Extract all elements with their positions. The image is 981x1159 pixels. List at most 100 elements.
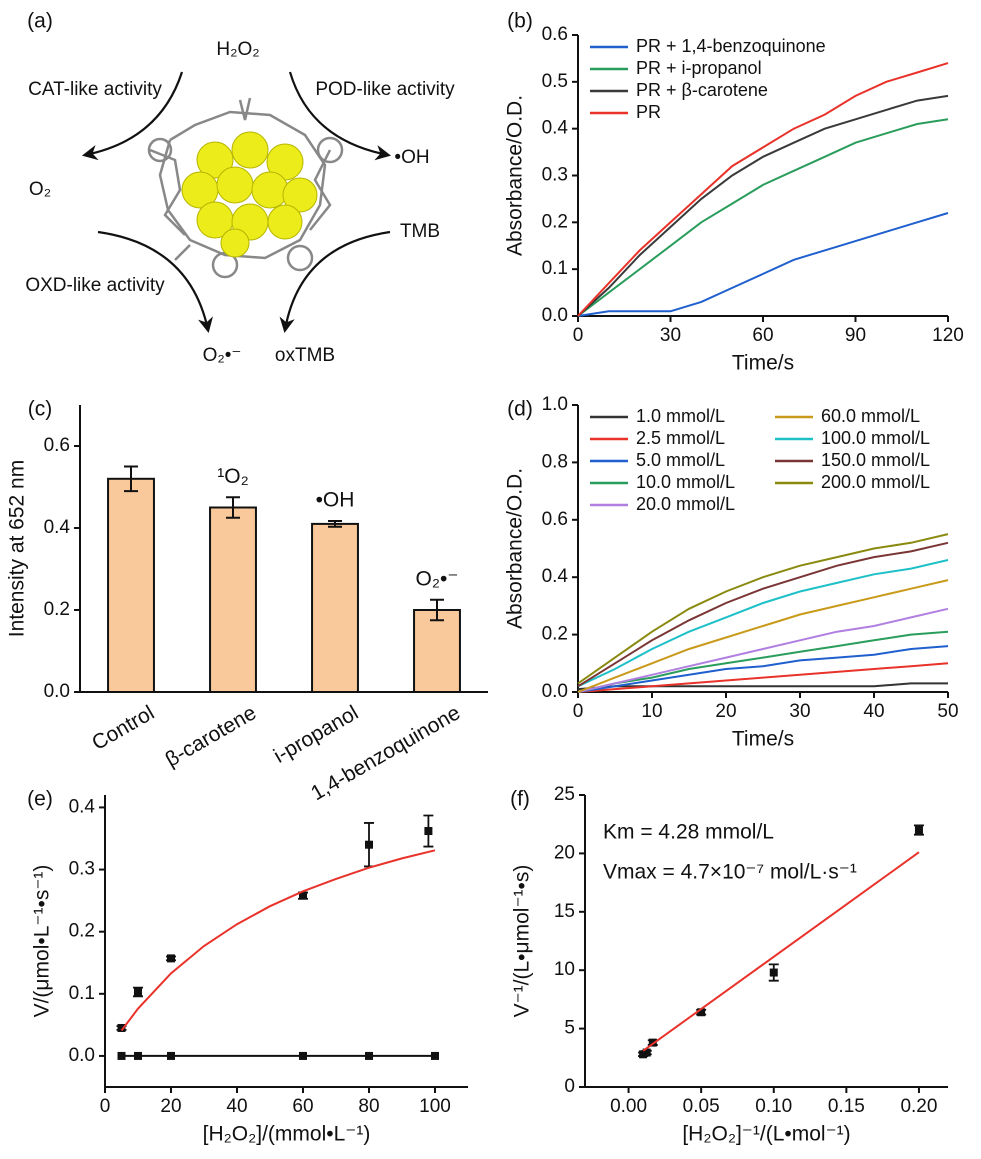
- arrow-label: CAT-like activity: [28, 79, 162, 100]
- bar-annotation: ¹O₂: [217, 465, 248, 488]
- node-label: O₂: [29, 179, 51, 200]
- nanocluster: [147, 97, 344, 279]
- data-line: [577, 607, 949, 693]
- data-point: [424, 827, 433, 836]
- y-tick-label: 0.3: [542, 165, 568, 186]
- y-tick-label: 0.2: [69, 921, 95, 942]
- legend-label: 60.0 mmol/L: [821, 406, 920, 426]
- data-point: [365, 1051, 373, 1060]
- chart: (e) 0.0 0.1 0.2 0.3 0.4 0 20 40 60 80 100 V/(μmol•L⁻…: [27, 788, 468, 1146]
- y-tick-label: 0.6: [542, 509, 568, 530]
- legend-label: PR: [636, 102, 661, 122]
- axis-line: [104, 795, 468, 1088]
- data-line: [120, 849, 436, 1032]
- panel-label: (a): [27, 10, 53, 33]
- panel-label: (f): [510, 788, 530, 811]
- y-axis-title: Absorbance/O.D.: [504, 468, 527, 629]
- chart: (c) 0.0 0.2 0.4 0.6 Intensity at 652 nm Contro…: [6, 398, 488, 805]
- arrow: [279, 230, 391, 334]
- legend-label: 20.0 mmol/L: [636, 494, 735, 514]
- data-line: [577, 630, 949, 693]
- y-tick-label: 0.8: [542, 451, 568, 472]
- y-tick-label: 0.4: [69, 796, 96, 817]
- data-line: [577, 645, 949, 693]
- x-tick-label: 20: [715, 701, 736, 722]
- node-label: oxTMB: [275, 345, 335, 366]
- data-point: [167, 954, 175, 963]
- legend-label: 2.5 mmol/L: [636, 428, 725, 448]
- data-point: [117, 1051, 126, 1060]
- y-tick-label: 20: [554, 842, 575, 863]
- x-tick-label: 0: [100, 1096, 111, 1117]
- gold-atoms: [181, 131, 318, 258]
- node-label: H₂O₂: [216, 39, 259, 60]
- x-tick-label: 0.10: [755, 1096, 792, 1117]
- data-line: [577, 212, 949, 317]
- data-point: [642, 1048, 651, 1057]
- chart: (d) 0.0 0.2 0.4 0.6 0.8 1.0 0 10 20 30 40 50 Absorban…: [504, 394, 959, 751]
- legend-label: PR + 1,4-benzoquinone: [636, 36, 826, 56]
- x-tick-label: 100: [419, 1096, 451, 1117]
- x-tick-label: β-carotene: [161, 701, 260, 771]
- panel-label: (c): [28, 398, 53, 421]
- y-axis-title: V/(μmol•L⁻¹•s⁻¹): [31, 865, 54, 1018]
- y-tick-label: 0.4: [542, 118, 569, 139]
- y-tick-label: 0.0: [542, 305, 568, 326]
- y-tick-label: 0.2: [44, 599, 70, 620]
- error-bar: [226, 496, 240, 519]
- bar: [209, 506, 257, 693]
- data-line: [577, 559, 949, 688]
- x-tick-label: 60: [752, 325, 773, 346]
- y-axis-title: V⁻¹/(L•μmol⁻¹•s): [511, 865, 534, 1018]
- y-tick-label: 25: [554, 784, 575, 805]
- data-line: [577, 579, 949, 693]
- arrow: [81, 71, 184, 161]
- bar-annotation: •OH: [316, 489, 355, 512]
- error-bar: [430, 598, 444, 622]
- y-tick-label: 0.4: [44, 517, 71, 538]
- y-tick-label: 0.3: [69, 859, 95, 880]
- chart: (b) 0.0 0.1 0.2 0.3 0.4 0.5 0.6 0 30 60 90 120 Absorb…: [504, 10, 964, 375]
- node-label: O₂•⁻: [203, 345, 242, 366]
- x-axis-title: Time/s: [732, 728, 794, 751]
- data-line: [577, 94, 949, 317]
- node-label: •OH: [394, 147, 429, 168]
- error-bar: [124, 465, 138, 493]
- x-axis-title: Time/s: [732, 352, 794, 375]
- x-tick-label: 30: [660, 325, 681, 346]
- legend-label: 10.0 mmol/L: [636, 472, 735, 492]
- y-tick-label: 0.2: [542, 211, 568, 232]
- y-tick-label: 0.4: [542, 566, 569, 587]
- bar: [413, 609, 461, 693]
- data-point: [769, 968, 778, 977]
- data-line: [577, 662, 949, 693]
- x-axis-title: [H₂O₂]⁻¹/(L•mol⁻¹): [682, 1123, 850, 1146]
- y-tick-label: 0.1: [542, 258, 568, 279]
- x-tick-label: 60: [292, 1096, 313, 1117]
- x-tick-label: 0: [573, 701, 584, 722]
- bar: [311, 522, 359, 694]
- error-bar: [328, 520, 342, 528]
- legend-label: 5.0 mmol/L: [636, 450, 725, 470]
- data-point: [697, 1008, 706, 1017]
- legend-label: 100.0 mmol/L: [821, 428, 930, 448]
- x-tick-label: 0.20: [900, 1096, 937, 1117]
- x-tick-label: Control: [88, 701, 158, 755]
- data-point: [914, 826, 923, 835]
- panel-a: (a) H₂O₂ CAT-like activity POD-like acti…: [25, 10, 455, 366]
- annotation: Vmax = 4.7×10⁻⁷ mol/L·s⁻¹: [603, 861, 857, 884]
- x-tick-label: 80: [358, 1096, 379, 1117]
- y-axis-title: Intensity at 652 nm: [6, 460, 29, 637]
- node-label: TMB: [400, 221, 440, 242]
- x-axis-title: [H₂O₂]/(mmol•L⁻¹): [203, 1123, 371, 1146]
- legend-label: 150.0 mmol/L: [821, 450, 930, 470]
- x-tick-label: 40: [226, 1096, 247, 1117]
- x-tick-label: 50: [937, 701, 958, 722]
- x-tick-label: i-propanol: [270, 701, 362, 768]
- x-tick-label: 0: [573, 325, 584, 346]
- panel-label: (d): [507, 398, 533, 421]
- y-tick-label: 0.0: [542, 681, 568, 702]
- y-tick-label: 0.6: [44, 435, 70, 456]
- y-axis-title: Absorbance/O.D.: [504, 95, 527, 256]
